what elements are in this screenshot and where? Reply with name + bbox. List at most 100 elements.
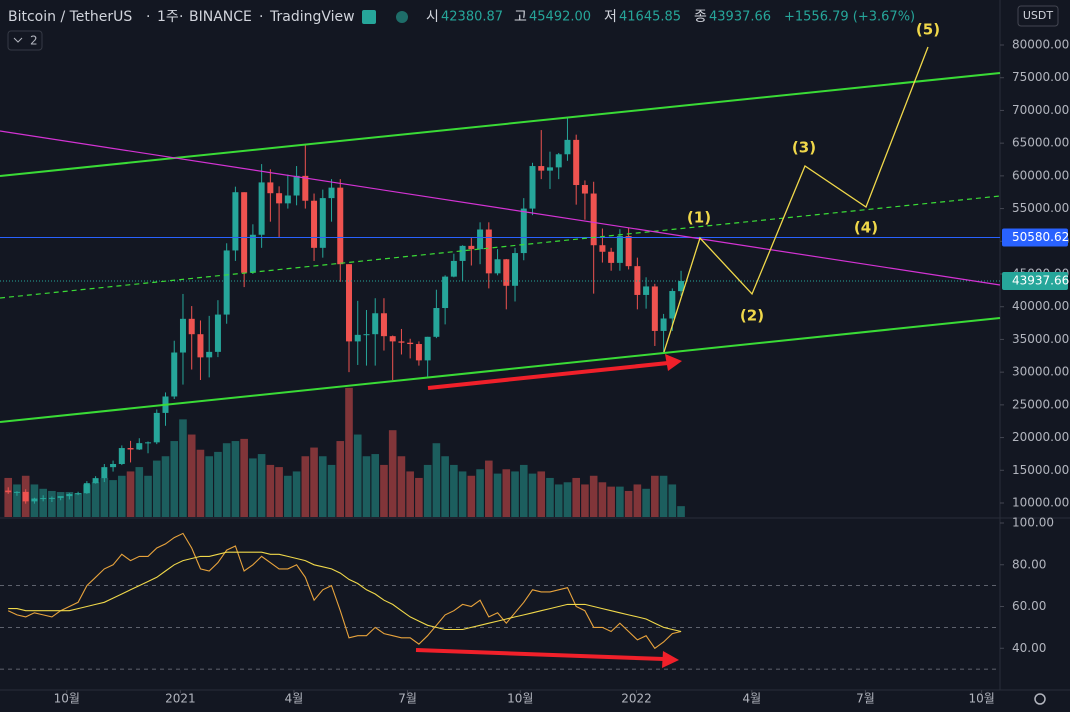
volume-bar	[659, 475, 668, 517]
volume-bar	[476, 469, 484, 517]
wave-label: (2)	[740, 307, 764, 325]
separator: ·	[259, 9, 263, 25]
legend-close: 43937.66	[709, 10, 771, 25]
volume-bar	[284, 475, 292, 517]
x-tick-label: 4월	[285, 692, 304, 706]
header: Bitcoin / TetherUS · 1주 · BINANCE · Trad…	[7, 9, 915, 51]
volume-bar	[598, 482, 607, 517]
candle-body	[101, 467, 108, 479]
wave-label: (1)	[687, 209, 711, 227]
volume-bar	[249, 458, 257, 517]
candle-body	[92, 478, 99, 484]
volume-bar	[554, 484, 563, 517]
y-tick-label: 35000.00	[1012, 332, 1069, 346]
settings-icon[interactable]	[1034, 693, 1046, 705]
candle-body	[302, 175, 309, 201]
y-tick-label: 10000.00	[1012, 495, 1069, 509]
volume-bar	[327, 464, 336, 517]
volume-bar	[345, 387, 353, 517]
candle-body	[512, 253, 519, 286]
volume-bar	[100, 477, 109, 517]
x-tick-label: 10월	[968, 692, 994, 706]
candle-body	[520, 208, 527, 254]
y-tick-label: 80000.00	[1012, 38, 1069, 52]
candle-body	[564, 139, 571, 155]
volume-bar	[467, 475, 476, 517]
candle-body	[267, 182, 274, 194]
candle-body	[31, 498, 38, 502]
volume-bar	[118, 475, 126, 517]
volume-bar	[179, 419, 187, 517]
candle-body	[503, 259, 510, 286]
x-tick-label: 2021	[165, 692, 196, 706]
y-tick-label: 80.00	[1012, 557, 1046, 571]
volume-bar	[633, 484, 642, 517]
candle-body	[450, 260, 457, 277]
candle-body	[678, 280, 685, 292]
wave-path	[663, 46, 929, 353]
y-tick-label: 60.00	[1012, 599, 1046, 613]
volume-bar	[511, 471, 519, 517]
candle-body	[555, 154, 562, 168]
candle-body	[153, 412, 160, 443]
candle-body	[214, 314, 221, 352]
candle-body	[284, 195, 291, 204]
volume-bar	[607, 486, 615, 517]
x-tick-label: 7월	[398, 692, 417, 706]
candle-body	[398, 341, 405, 343]
indicator-toggle[interactable]	[7, 30, 43, 51]
candle-body	[485, 229, 492, 274]
volume-bar	[458, 471, 467, 517]
y-tick-label: 65000.00	[1012, 136, 1069, 150]
last-price-tag	[1002, 271, 1068, 290]
candle-body	[66, 494, 73, 497]
legend-low-label: 저	[604, 9, 617, 25]
candle-body	[337, 187, 344, 265]
rsi-line	[8, 551, 682, 633]
drawings	[0, 46, 1001, 668]
volume-bar	[519, 464, 528, 517]
y-tick-label: 15000.00	[1012, 463, 1069, 477]
separator: ·	[179, 9, 183, 25]
wave-label: (4)	[854, 219, 878, 237]
candle-body	[346, 264, 353, 342]
volume-bar	[502, 469, 511, 517]
volume-bar	[275, 467, 283, 517]
volume-bar	[581, 484, 589, 517]
candle-body	[171, 352, 178, 397]
status-icon	[362, 10, 376, 24]
candle-body	[276, 193, 283, 204]
symbol: Bitcoin / TetherUS	[8, 9, 132, 25]
candle-body	[459, 245, 466, 261]
volume-bar	[4, 477, 13, 517]
candle-body	[48, 497, 55, 499]
volume-bar	[677, 506, 685, 517]
candle-body	[5, 490, 12, 493]
volume-bar	[397, 456, 406, 517]
candle-body	[546, 167, 553, 171]
volume-bar	[266, 464, 275, 517]
candle-body	[354, 334, 361, 342]
candle-body	[590, 193, 597, 246]
currency-button[interactable]	[1017, 5, 1059, 27]
candle-body	[651, 286, 658, 331]
volume-bar	[537, 471, 546, 517]
volume-bar	[651, 475, 659, 517]
y-tick-label: 30000.00	[1012, 365, 1069, 379]
volume-bar	[196, 449, 205, 517]
candle-body	[442, 276, 449, 309]
candle-body	[389, 336, 396, 342]
legend-open: 42380.87	[441, 10, 503, 25]
volume-bar	[144, 475, 152, 517]
volume-bar	[371, 454, 380, 517]
volume-bar	[415, 477, 423, 517]
candle-body	[415, 344, 422, 361]
candle-body	[643, 286, 650, 295]
arrow	[415, 648, 665, 661]
candle-body	[380, 313, 387, 337]
wave-label: (3)	[792, 139, 816, 157]
y-tick-label: 25000.00	[1012, 397, 1069, 411]
volume-bar	[432, 443, 441, 517]
hline-label: 50580.62	[1012, 230, 1069, 244]
candle-body	[319, 198, 326, 248]
